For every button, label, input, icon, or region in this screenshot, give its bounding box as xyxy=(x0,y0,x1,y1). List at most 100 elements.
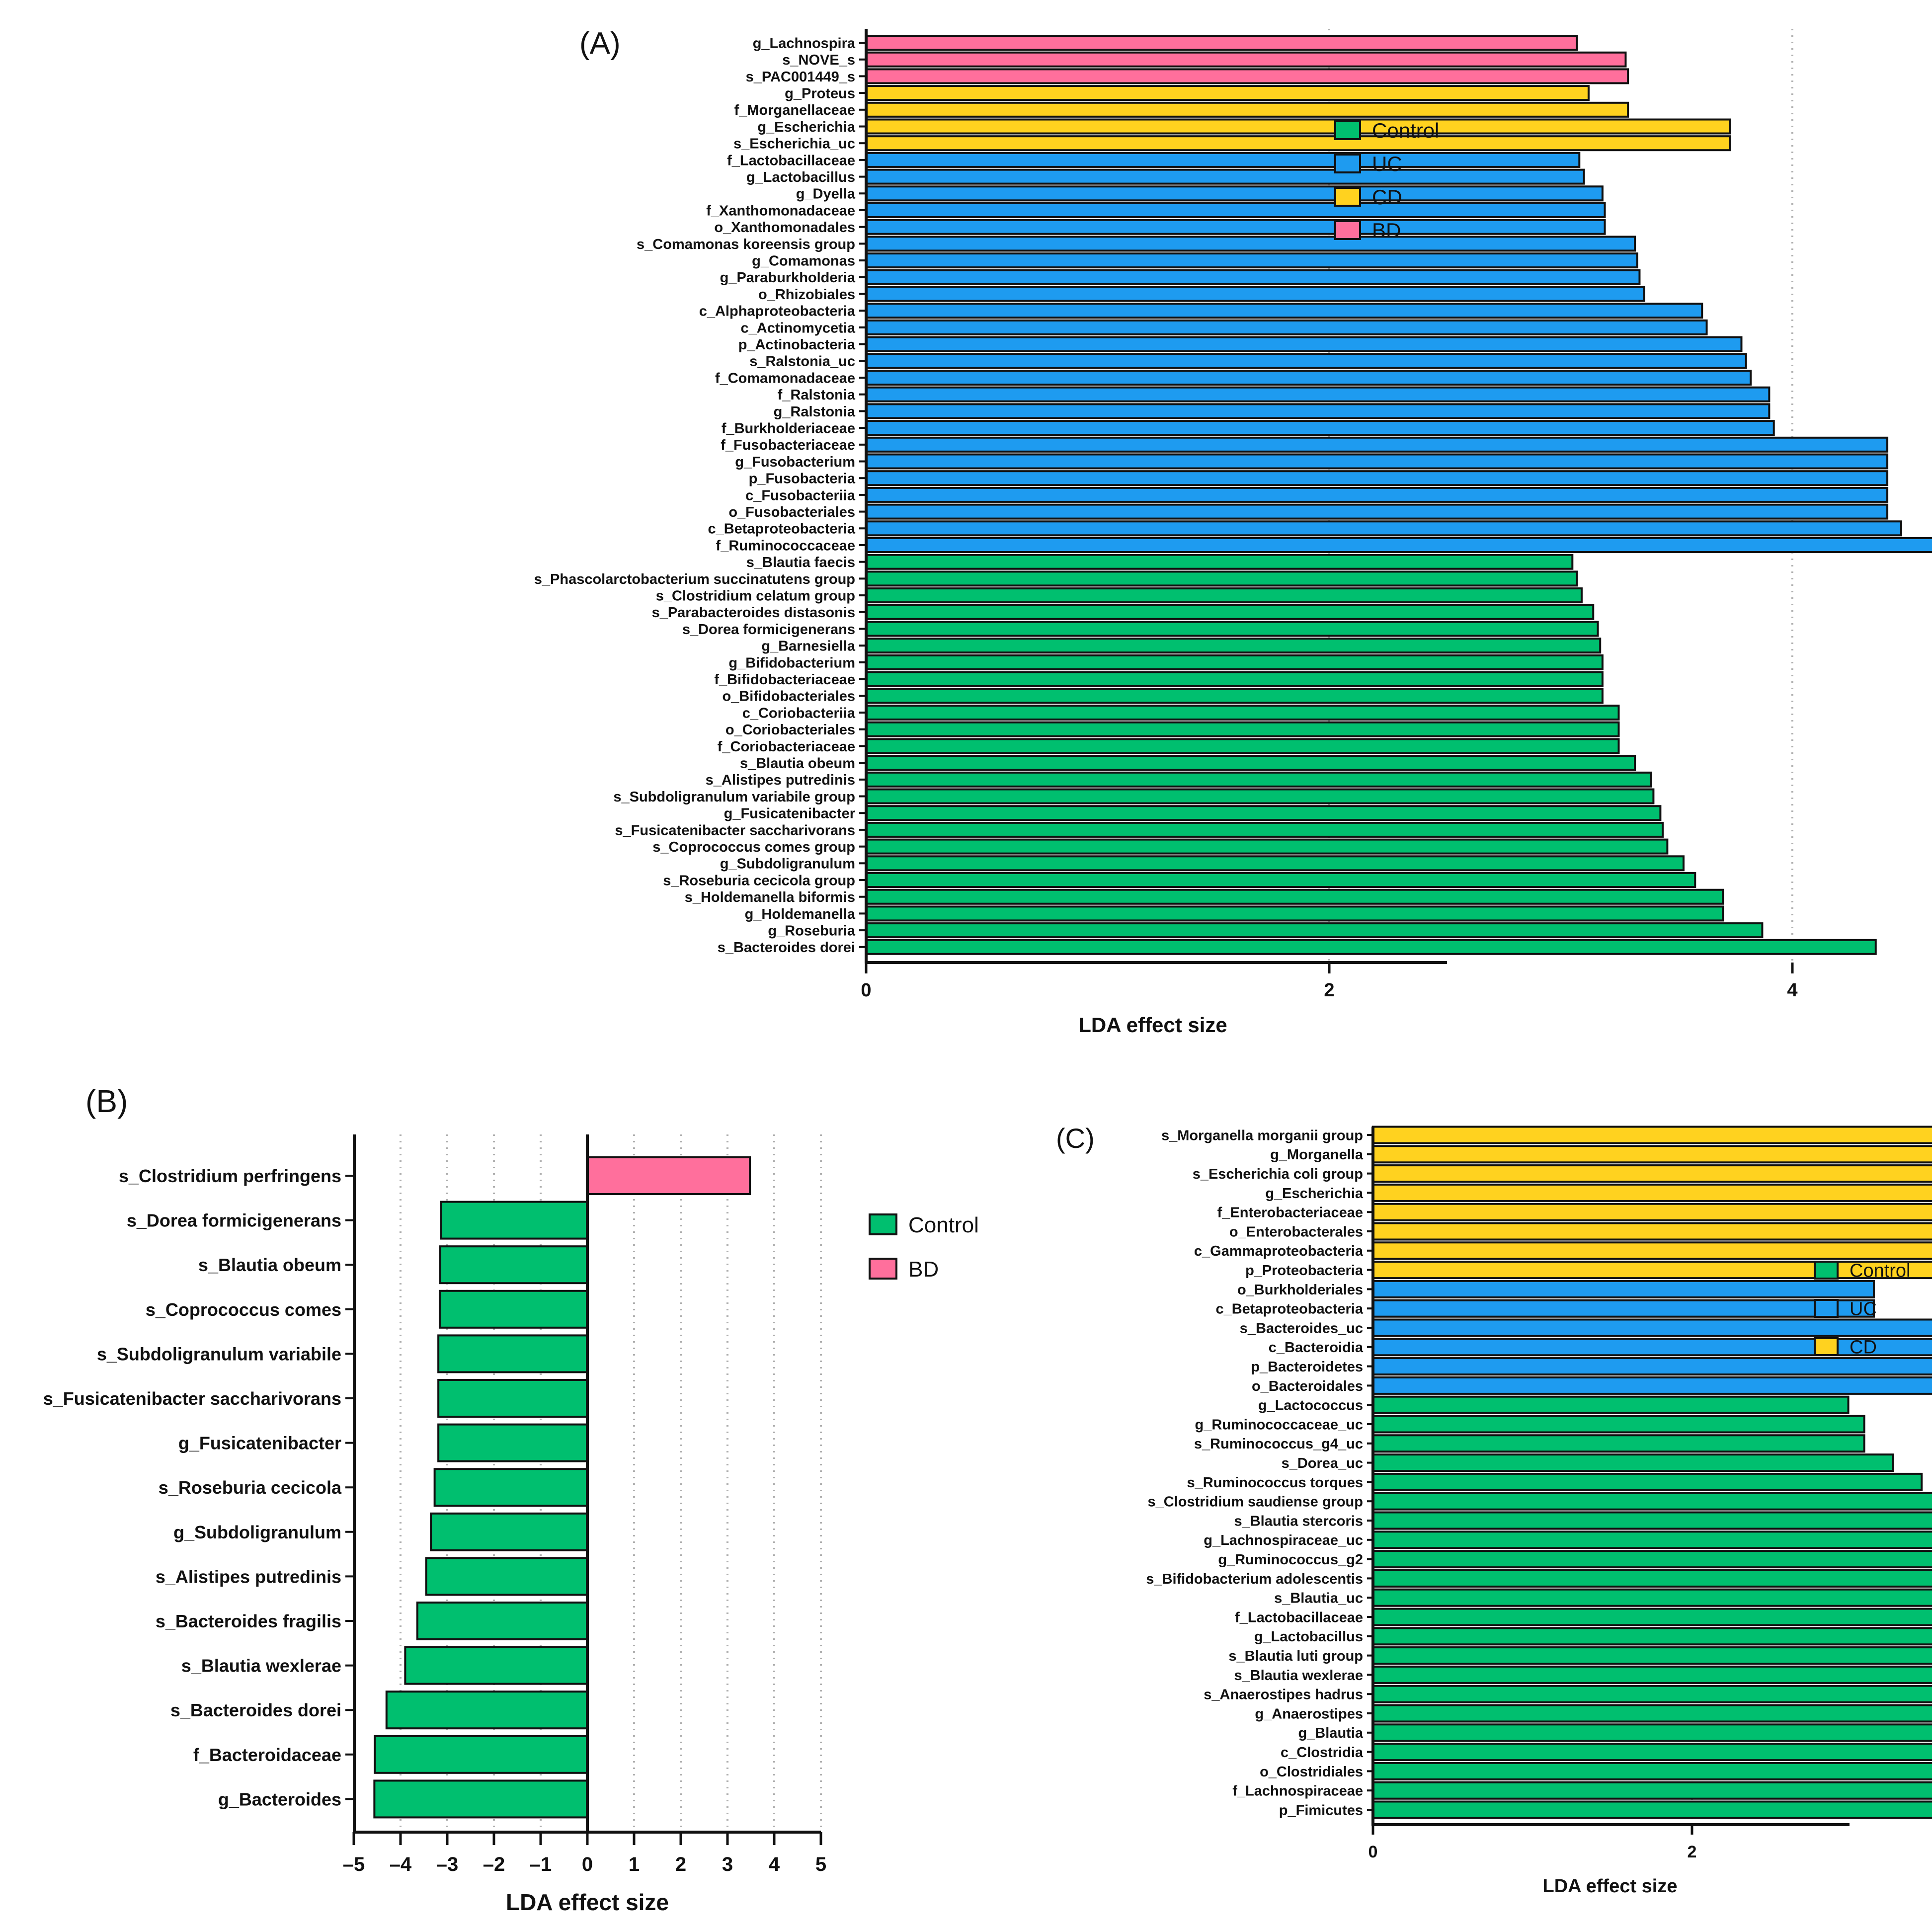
category-label: c_Gammaproteobacteria xyxy=(1194,1243,1364,1259)
x-tick-label: 2 xyxy=(1688,1843,1697,1861)
panel-label: (A) xyxy=(579,26,621,61)
bar-c-coriobacteriia xyxy=(865,705,1620,721)
bar-s-dorea-formicigenerans xyxy=(440,1201,589,1240)
bar-s-pac001449-s xyxy=(865,68,1629,84)
bar-s-ruminococcus-torques xyxy=(1372,1472,1923,1491)
category-label: o_Bifidobacteriales xyxy=(722,689,855,705)
bar-f-ralstonia xyxy=(865,386,1771,402)
category-label: g_Escherichia xyxy=(757,119,856,135)
category-label: f_Coriobacteriaceae xyxy=(718,739,855,755)
bar-f-xanthomonadaceae xyxy=(865,202,1606,218)
bar-p-fusobacteria xyxy=(865,470,1889,486)
category-label: s_Ralstonia_uc xyxy=(749,354,855,370)
bar-s-clostridium-saudiense-group xyxy=(1372,1492,1932,1511)
bar-g-roseburia xyxy=(865,922,1764,939)
bar-g-lactobacillus xyxy=(1372,1627,1932,1646)
category-label: s_Phascolarctobacterium succinatutens gr… xyxy=(534,571,855,587)
bar-g-fusicatenibacter xyxy=(865,805,1662,821)
category-label: f_Enterobacteriaceae xyxy=(1217,1205,1363,1221)
bar-g-bifidobacterium xyxy=(865,654,1604,670)
bar-s-fusicatenibacter-saccharivorans xyxy=(865,821,1664,838)
category-label: s_Alistipes putredinis xyxy=(156,1566,341,1587)
bar-o-fusobacteriales xyxy=(865,503,1889,520)
bar-f-lactobacillaceae xyxy=(1372,1608,1932,1626)
category-label: s_Fusicatenibacter saccharivorans xyxy=(615,822,855,838)
bar-s-roseburia-cecicola-group xyxy=(865,872,1696,888)
x-tick-label: –1 xyxy=(530,1853,552,1875)
category-label: g_Bacteroides xyxy=(218,1789,341,1809)
bar-g-fusicatenibacter xyxy=(437,1423,588,1462)
bar-o-bacteroidales xyxy=(1372,1376,1932,1395)
x-tick-label: 2 xyxy=(1324,980,1334,1001)
category-label: g_Proteus xyxy=(785,86,855,102)
bar-g-paraburkholderia xyxy=(865,269,1641,285)
bar-f-lachnospiraceae xyxy=(1372,1781,1932,1800)
bar-s-fusicatenibacter-saccharivorans xyxy=(437,1379,588,1418)
category-label: s_NOVE_s xyxy=(782,52,855,68)
bar-f-coriobacteriaceae xyxy=(865,738,1620,754)
bar-s-ruminococcus-g4-uc xyxy=(1372,1434,1865,1453)
bar-p-actinobacteria xyxy=(865,336,1743,352)
bar-s-subdoligranulum-variabile xyxy=(437,1334,588,1373)
x-tick-label: 5 xyxy=(815,1853,826,1875)
legend-label-uc: UC xyxy=(1850,1299,1877,1320)
bar-s-escherichia-uc xyxy=(865,135,1731,152)
category-label: f_Lachnospiraceae xyxy=(1232,1783,1363,1799)
category-label: s_Bifidobacterium adolescentis xyxy=(1146,1571,1363,1587)
bar-g-anaerostipes xyxy=(1372,1704,1932,1723)
bar-f-lactobacillaceae xyxy=(865,152,1581,168)
bar-s-roseburia-cecicola xyxy=(433,1468,588,1507)
bar-s-parabacteroides-distasonis xyxy=(865,604,1595,620)
category-label: f_Bacteroidaceae xyxy=(193,1745,341,1765)
bar-s-coprococcus-comes-group xyxy=(865,838,1669,855)
category-label: g_Lactococcus xyxy=(1258,1398,1363,1414)
category-label: f_Ralstonia xyxy=(778,387,856,403)
category-label: o_Xanthomonadales xyxy=(714,220,855,236)
category-label: g_Ruminococcus_g2 xyxy=(1218,1552,1363,1568)
category-label: f_Bifidobacteriaceae xyxy=(714,672,855,688)
category-label: g_Fusicatenibacter xyxy=(178,1433,341,1453)
category-label: s_Comamonas koreensis group xyxy=(637,237,855,252)
category-label: s_Holdemanella biformis xyxy=(685,889,855,905)
category-label: o_Coriobacteriales xyxy=(725,722,855,738)
x-tick-label: –2 xyxy=(483,1853,505,1875)
category-label: f_Fusobacteriaceae xyxy=(721,437,855,453)
category-label: g_Bifidobacterium xyxy=(728,655,855,671)
bar-f-comamonadaceae xyxy=(865,370,1752,386)
bar-s-nove-s xyxy=(865,51,1627,68)
category-label: f_Comamonadaceae xyxy=(715,370,855,386)
category-label: s_Escherichia coli group xyxy=(1193,1166,1363,1182)
category-label: s_Alistipes putredinis xyxy=(706,772,855,788)
bar-f-morganellaceae xyxy=(865,101,1629,118)
bar-s-escherichia-coli-group xyxy=(1372,1164,1932,1183)
bar-g-subdoligranulum xyxy=(430,1512,588,1551)
category-label: g_Lachnospiraceae_uc xyxy=(1204,1532,1363,1548)
category-label: g_Ralstonia xyxy=(774,404,856,420)
category-label: c_Clostridia xyxy=(1281,1745,1364,1761)
x-tick-label: –3 xyxy=(436,1853,459,1875)
bar-s-anaerostipes-hadrus xyxy=(1372,1685,1932,1703)
category-label: f_Lactobacillaceae xyxy=(1235,1610,1363,1625)
category-label: f_Morganellaceae xyxy=(734,102,855,118)
legend-label-uc: UC xyxy=(1372,152,1402,175)
category-label: s_Anaerostipes hadrus xyxy=(1204,1687,1363,1703)
bar-f-enterobacteriaceae xyxy=(1372,1203,1932,1221)
bar-g-lachnospiraceae-uc xyxy=(1372,1530,1932,1549)
category-label: s_Bacteroides fragilis xyxy=(156,1611,341,1631)
category-label: g_Subdoligranulum xyxy=(173,1522,341,1542)
x-axis-label: LDA effect size xyxy=(1078,1013,1227,1037)
bar-f-burkholderiaceae xyxy=(865,420,1775,436)
category-label: s_Subdoligranulum variabile group xyxy=(613,789,855,805)
bar-s-blautia-wexlerae xyxy=(404,1646,589,1685)
bar-s-blautia-uc xyxy=(1372,1588,1932,1607)
bar-s-blautia-obeum xyxy=(865,755,1636,771)
legend-swatch-control xyxy=(1334,120,1361,140)
category-label: o_Bacteroidales xyxy=(1252,1378,1363,1394)
bar-s-ralstonia-uc xyxy=(865,353,1747,369)
bar-g-subdoligranulum xyxy=(865,855,1685,872)
category-label: s_Ruminococcus_g4_uc xyxy=(1194,1436,1363,1452)
bar-c-clostridia xyxy=(1372,1743,1932,1762)
x-tick-label: 4 xyxy=(1787,980,1797,1001)
category-label: c_Betaproteobacteria xyxy=(708,521,855,537)
bar-s-phascolarctobacterium-succinatutens-group xyxy=(865,570,1578,587)
